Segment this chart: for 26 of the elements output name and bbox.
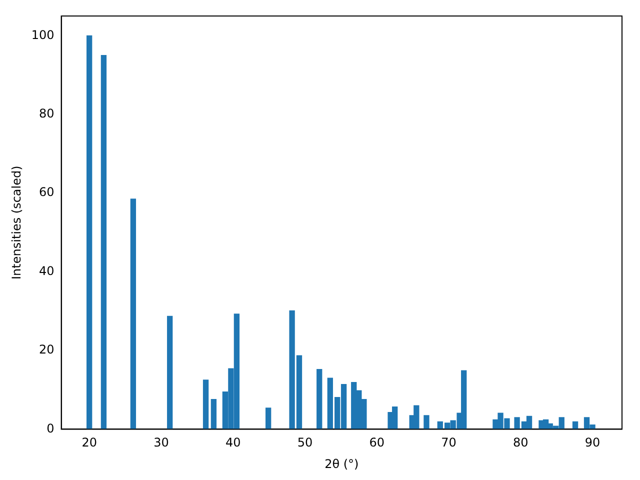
x-tick-label: 50: [297, 436, 313, 450]
bar: [414, 405, 420, 430]
x-tick-label: 90: [584, 436, 600, 450]
y-tick-label: 40: [39, 264, 54, 278]
x-tick-label: 20: [82, 436, 97, 450]
y-axis-title: Intensities (scaled): [9, 166, 24, 280]
x-tick-label: 70: [441, 436, 456, 450]
y-tick-label: 0: [46, 421, 54, 436]
x-tick-label: 40: [225, 436, 241, 450]
x-tick-label: 30: [154, 436, 169, 450]
y-tick-label: 80: [39, 106, 54, 121]
bar: [100, 55, 107, 430]
bar: [86, 35, 92, 430]
bar: [210, 398, 217, 430]
bar: [316, 369, 322, 430]
bar: [424, 415, 430, 430]
x-axis-title: 2θ (°): [324, 456, 359, 471]
x-tick-label: 80: [513, 436, 528, 450]
bar: [202, 380, 209, 430]
bar: [266, 408, 272, 430]
y-tick-label: 60: [39, 185, 54, 200]
y-tick-label: 20: [39, 342, 54, 357]
y-tick-label: 100: [31, 28, 54, 42]
bar: [130, 198, 136, 430]
x-tick-label: 60: [369, 436, 385, 450]
bar: [167, 316, 173, 430]
